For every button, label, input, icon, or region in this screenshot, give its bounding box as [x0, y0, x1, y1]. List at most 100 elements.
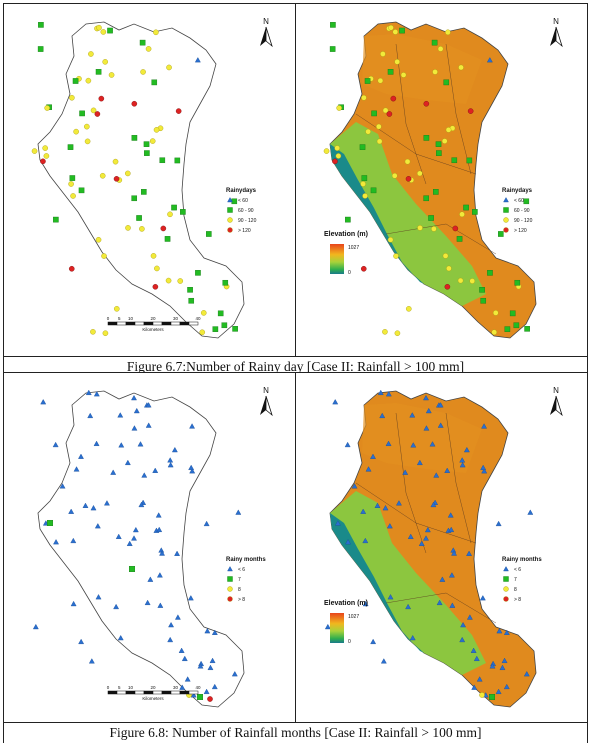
map-legend: Rainy months < 6 7 8 > 8 [226, 557, 266, 603]
station-circle-marker [377, 77, 384, 84]
station-triangle-marker [73, 466, 80, 472]
station-circle-marker [177, 278, 184, 284]
station-circle-marker [467, 108, 474, 114]
station-circle-marker [332, 158, 338, 165]
station-circle-marker [432, 69, 438, 75]
station-circle-marker [70, 193, 76, 199]
scale-bar-tick-label: 10 [128, 316, 134, 321]
station-circle-marker [100, 29, 107, 35]
north-arrow-left [550, 396, 556, 415]
station-circle-marker [360, 181, 366, 187]
station-circle-marker [386, 111, 393, 117]
north-arrow: N [550, 17, 563, 48]
station-circle-marker [380, 51, 386, 57]
station-circle-marker [199, 329, 206, 336]
station-square-marker [174, 157, 181, 164]
station-square-marker [498, 231, 504, 237]
scale-bar-tick-label: 40 [195, 316, 201, 321]
scale-bar-unit: Kilometers [142, 696, 164, 701]
station-square-marker [524, 326, 530, 332]
station-triangle-marker [171, 446, 178, 453]
station-triangle-marker [138, 501, 145, 508]
station-circle-marker [335, 153, 342, 159]
station-square-marker [509, 310, 516, 317]
station-circle-marker [98, 95, 105, 102]
station-triangle-marker [470, 647, 477, 653]
station-circle-marker [88, 51, 94, 57]
station-circle-marker [175, 108, 182, 114]
station-triangle-marker [379, 412, 386, 419]
north-arrow-right [555, 26, 563, 48]
station-triangle-marker [145, 422, 152, 428]
station-triangle-marker [416, 459, 423, 466]
north-arrow: N [550, 386, 563, 417]
station-circle-marker [394, 59, 400, 65]
station-triangle-marker [409, 412, 416, 418]
scale-bar-tick-label: 40 [195, 685, 201, 690]
legend-item-label: < 6 [238, 567, 245, 573]
station-square-marker [504, 326, 511, 332]
station-square-marker [423, 195, 430, 202]
scale-bar-segment [161, 690, 172, 695]
station-circle-marker [165, 277, 172, 284]
station-triangle-marker [93, 440, 100, 446]
station-circle-marker [95, 236, 102, 243]
station-triangle-marker [53, 539, 59, 545]
station-triangle-marker [459, 457, 466, 463]
station-square-marker [359, 144, 366, 150]
figure-6-8: N Rainy months < 6 7 8 > 8 0 5 10 20 30 40 Kilometer… [3, 372, 588, 743]
station-triangle-marker [448, 572, 455, 578]
station-square-marker [141, 189, 147, 195]
station-square-marker [131, 135, 138, 141]
station-triangle-marker [448, 526, 455, 533]
station-triangle-marker [396, 500, 402, 506]
station-square-marker [479, 287, 485, 293]
station-square-marker [487, 270, 493, 276]
legend-item-label: < 6 [514, 567, 521, 573]
station-square-marker [451, 157, 458, 164]
station-circle-marker [160, 225, 167, 232]
station-circle-marker [503, 217, 509, 223]
station-circle-marker [149, 138, 156, 144]
station-square-marker [466, 157, 473, 164]
scale-bar-segment [107, 321, 118, 326]
coastal-lowland-band [330, 513, 444, 663]
station-circle-marker [423, 100, 430, 107]
station-circle-marker [68, 265, 75, 272]
sub-district-boundary [355, 482, 477, 544]
station-triangle-marker [207, 664, 214, 671]
station-triangle-marker [424, 526, 431, 533]
scale-bar-tick-label: 0 [107, 316, 110, 321]
station-triangle-marker [188, 464, 195, 470]
station-triangle-marker [155, 512, 162, 518]
legend-item-label: < 60 [514, 198, 524, 204]
station-circle-marker [388, 24, 394, 31]
station-triangle-marker [486, 57, 493, 63]
legend-item-label: > 120 [514, 228, 527, 234]
station-square-marker [232, 326, 238, 332]
station-triangle-marker [527, 509, 534, 515]
station-triangle-marker [82, 502, 89, 508]
station-square-marker [69, 175, 76, 181]
station-triangle-marker [59, 483, 66, 489]
station-map: N Rainy months < 6 7 8 > 8 0 5 10 20 30 40 Kilometer… [32, 386, 273, 708]
north-label: N [263, 17, 269, 26]
station-square-marker [361, 175, 368, 181]
station-circle-marker [437, 46, 444, 52]
station-circle-marker [362, 193, 368, 199]
north-arrow: N [260, 17, 273, 48]
scale-bar: 0 5 10 20 30 40 Kilometers [107, 685, 201, 701]
station-triangle-marker [489, 663, 496, 669]
station-triangle-marker [437, 402, 444, 408]
station-circle-marker [404, 158, 411, 165]
elevation-legend: Elevation (m) 1027 0 [324, 600, 368, 645]
station-triangle-marker [131, 535, 137, 541]
station-circle-marker [207, 696, 213, 702]
station-square-marker [143, 141, 150, 147]
station-square-marker [131, 195, 138, 202]
station-circle-marker [444, 283, 451, 290]
station-triangle-marker [495, 520, 502, 527]
station-square-marker [431, 39, 438, 46]
station-triangle-marker [496, 627, 503, 634]
station-triangle-marker [429, 441, 436, 447]
